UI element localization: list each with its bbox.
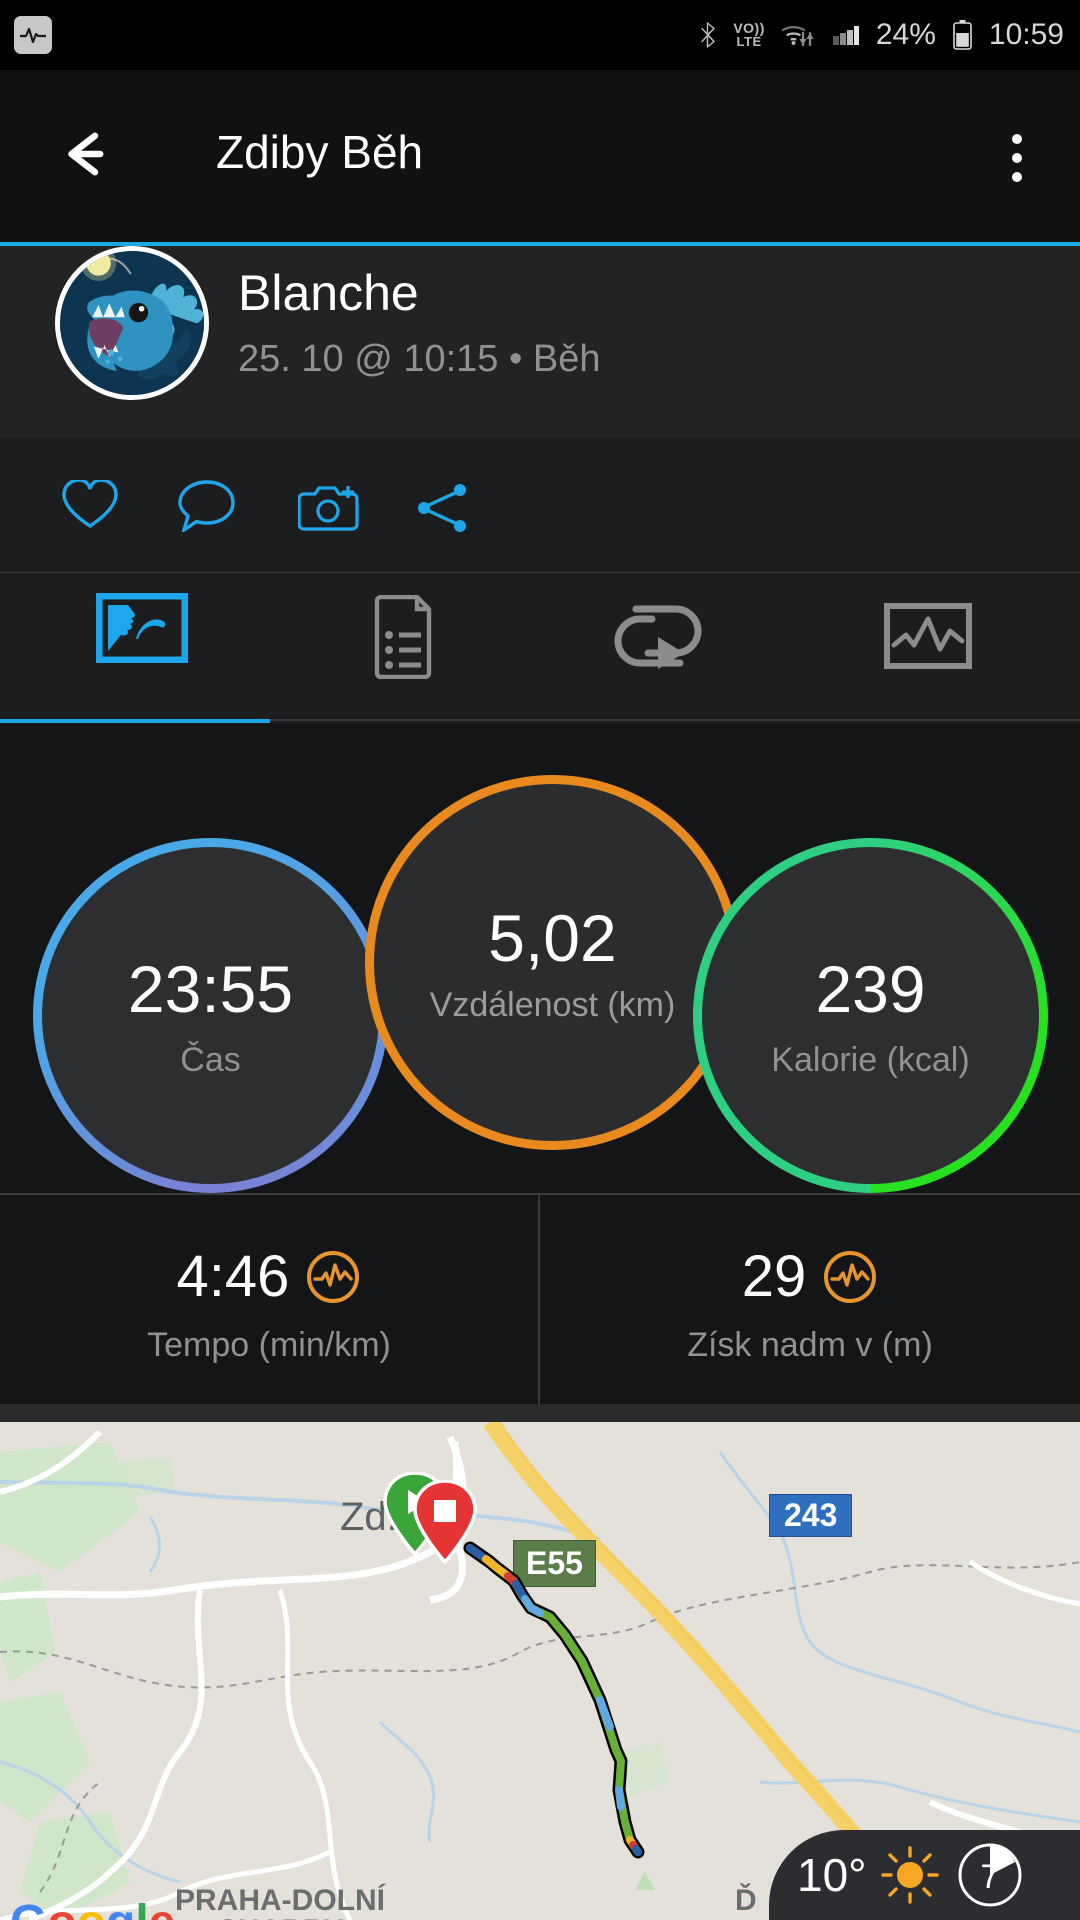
svg-text:7: 7 [980,1858,999,1896]
